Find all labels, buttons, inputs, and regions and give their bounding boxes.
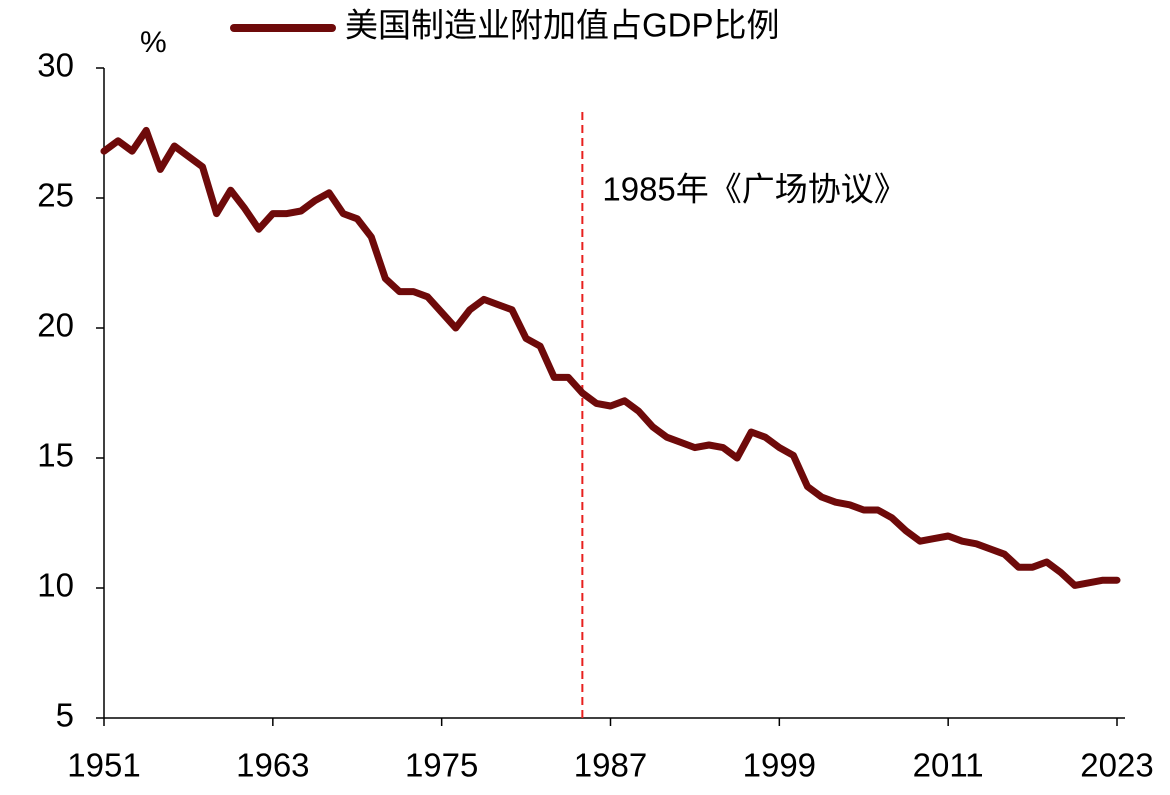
x-tick-label: 1987 xyxy=(574,747,647,784)
x-tick-label: 2011 xyxy=(913,747,984,784)
line-series xyxy=(100,126,1121,589)
y-tick-label: 5 xyxy=(56,697,74,734)
y-axis-label: % xyxy=(140,26,167,59)
x-tick-label: 1951 xyxy=(67,747,140,784)
x-tick-label: 1963 xyxy=(236,747,309,784)
x-tick-label: 1999 xyxy=(743,747,816,784)
y-tick-label: 20 xyxy=(37,307,74,344)
y-tick-label: 25 xyxy=(37,177,74,214)
y-tick-label: 30 xyxy=(37,47,74,84)
y-tick-label: 15 xyxy=(37,437,74,474)
y-tick-label: 10 xyxy=(37,567,74,604)
legend-label: 美国制造业附加值占GDP比例 xyxy=(345,7,780,44)
x-tick-label: 1975 xyxy=(405,747,478,784)
annotation-text: 1985年《广场协议》 xyxy=(602,171,906,208)
x-tick-label: 2023 xyxy=(1080,747,1153,784)
